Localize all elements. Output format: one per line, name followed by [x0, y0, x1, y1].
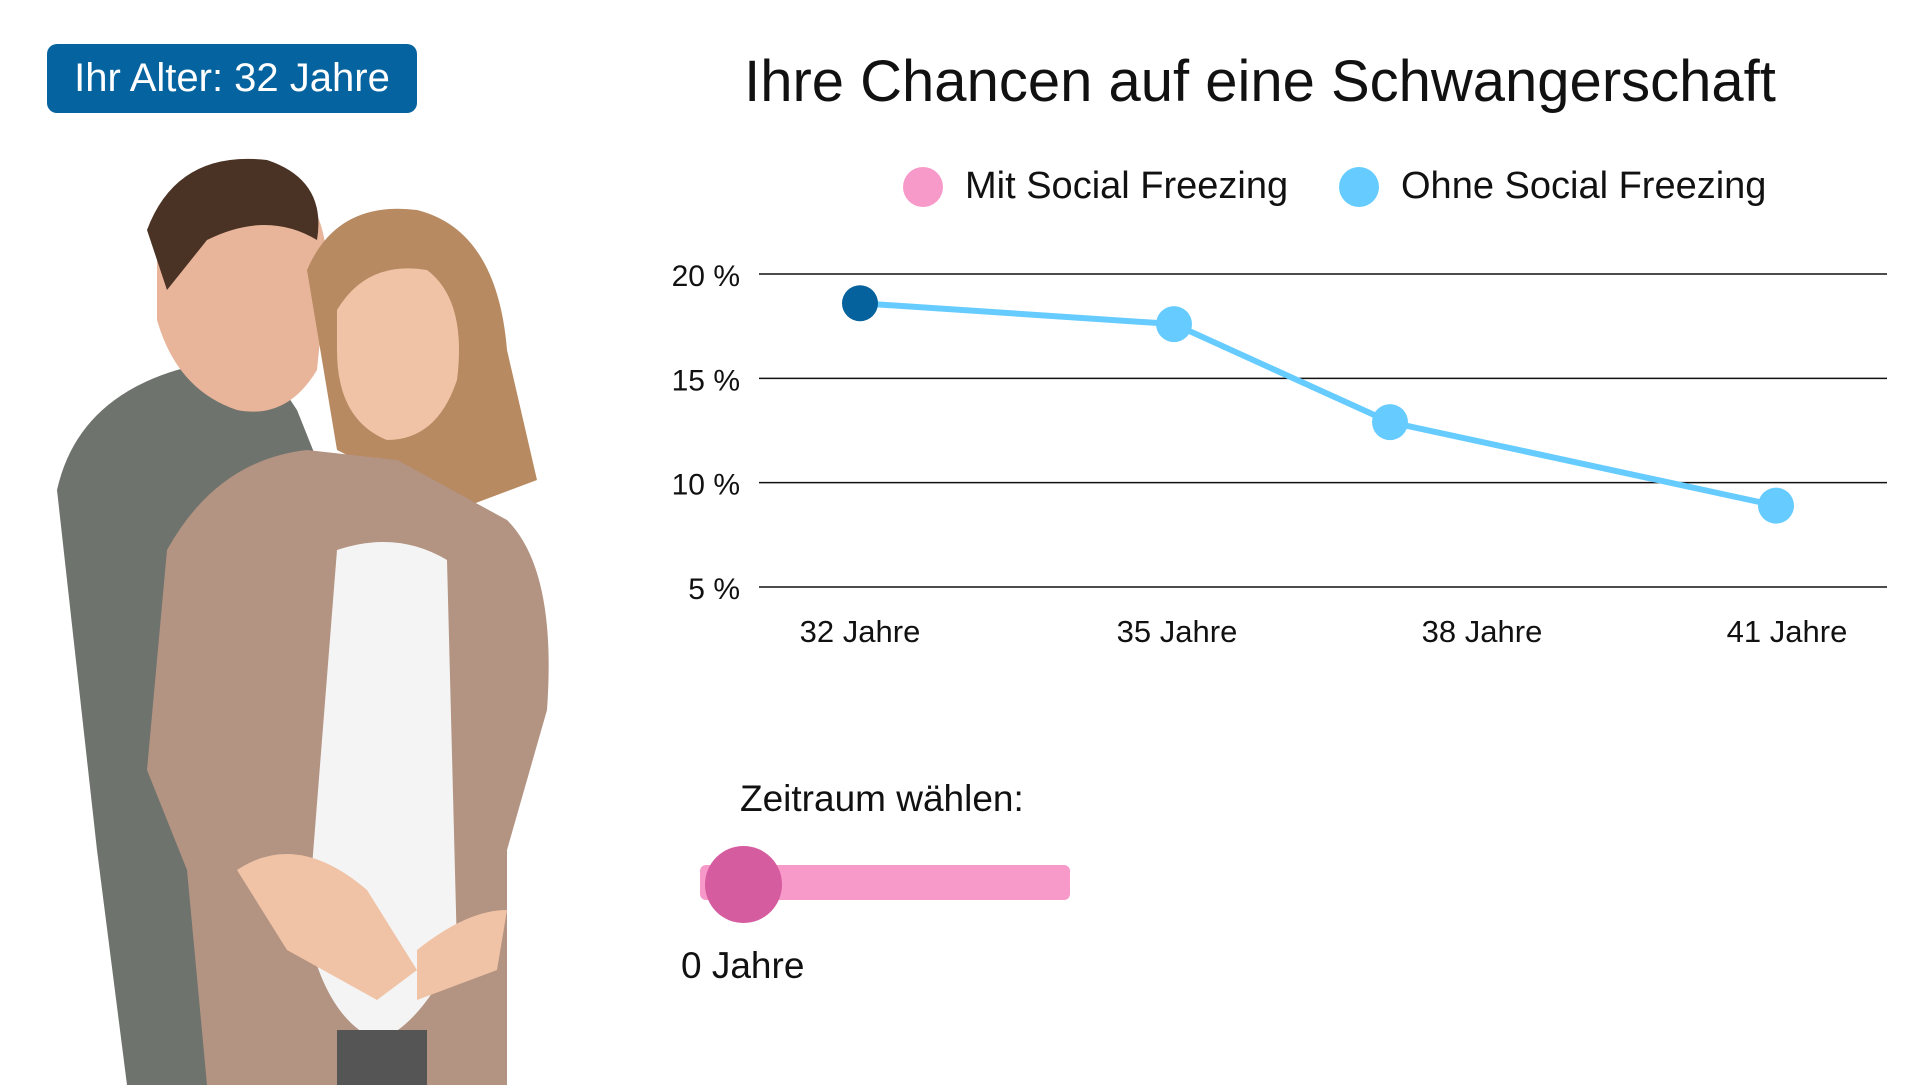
couple-photo	[57, 158, 549, 1085]
x-tick-label: 32 Jahre	[800, 614, 921, 649]
y-tick-label: 15 %	[672, 364, 740, 397]
x-tick-label: 41 Jahre	[1727, 614, 1848, 649]
data-point	[1372, 404, 1408, 441]
x-tick-label: 38 Jahre	[1422, 614, 1543, 649]
y-tick-label: 20 %	[672, 260, 740, 293]
series-line	[859, 300, 1777, 509]
period-slider-handle[interactable]	[705, 846, 782, 923]
data-point	[1758, 487, 1794, 524]
age-badge: Ihr Alter: 32 Jahre	[47, 44, 417, 113]
legend-item-mit: Mit Social Freezing	[903, 165, 1288, 208]
data-point	[1156, 306, 1192, 343]
line-chart: 20 % 15 % 10 % 5 % 32 Jahre 35 Jahre 38 Jahre 4…	[672, 260, 1887, 649]
pink-dot-icon	[903, 166, 943, 207]
y-tick-label: 10 %	[672, 469, 740, 502]
x-tick-label: 35 Jahre	[1117, 614, 1238, 649]
slider-label: Zeitraum wählen:	[740, 778, 1024, 819]
data-point	[842, 285, 878, 322]
blue-dot-icon	[1339, 166, 1379, 207]
legend-label: Ohne Social Freezing	[1401, 165, 1767, 207]
legend-label: Mit Social Freezing	[965, 165, 1289, 207]
slider-value: 0 Jahre	[681, 945, 805, 986]
page-title: Ihre Chancen auf eine Schwangerschaft	[744, 49, 1776, 114]
y-tick-label: 5 %	[688, 573, 740, 606]
legend-item-ohne: Ohne Social Freezing	[1339, 165, 1766, 208]
